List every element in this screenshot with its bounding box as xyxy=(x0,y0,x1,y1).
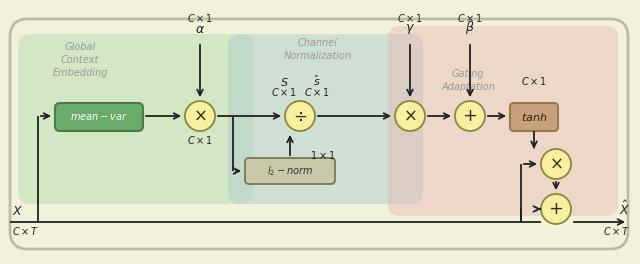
Text: $mean-var$: $mean-var$ xyxy=(70,111,128,122)
Text: $\hat{X}$: $\hat{X}$ xyxy=(619,200,630,218)
Text: Global
Context
Embedding: Global Context Embedding xyxy=(52,42,108,78)
Text: $C\times 1$: $C\times 1$ xyxy=(271,86,297,98)
Text: $+$: $+$ xyxy=(548,200,564,218)
Text: $\times$: $\times$ xyxy=(549,155,563,173)
Text: $C\times 1$: $C\times 1$ xyxy=(187,134,213,146)
FancyBboxPatch shape xyxy=(245,158,335,184)
Text: $S$: $S$ xyxy=(280,76,289,88)
FancyBboxPatch shape xyxy=(18,34,253,204)
Text: $+$: $+$ xyxy=(463,107,477,125)
FancyBboxPatch shape xyxy=(388,26,618,216)
Circle shape xyxy=(455,101,485,131)
Text: $1\times 1$: $1\times 1$ xyxy=(310,149,335,161)
Circle shape xyxy=(541,194,571,224)
FancyBboxPatch shape xyxy=(510,103,558,131)
Text: $\alpha$: $\alpha$ xyxy=(195,23,205,36)
Text: $C\times 1$: $C\times 1$ xyxy=(457,12,483,24)
Text: $X$: $X$ xyxy=(12,205,23,218)
Circle shape xyxy=(541,149,571,179)
Text: $C\times 1$: $C\times 1$ xyxy=(187,12,213,24)
Text: $C\times 1$: $C\times 1$ xyxy=(397,12,423,24)
Text: $\div$: $\div$ xyxy=(293,107,307,125)
Text: $\times$: $\times$ xyxy=(193,107,207,125)
Text: $\hat{s}$: $\hat{s}$ xyxy=(313,74,321,88)
FancyBboxPatch shape xyxy=(10,19,628,249)
Text: $C\times T$: $C\times T$ xyxy=(603,225,630,237)
Circle shape xyxy=(285,101,315,131)
Text: $C\times 1$: $C\times 1$ xyxy=(521,75,547,87)
Text: $tanh$: $tanh$ xyxy=(521,111,547,123)
Text: $\times$: $\times$ xyxy=(403,107,417,125)
Text: $C\times 1$: $C\times 1$ xyxy=(304,86,330,98)
Text: $C\times T$: $C\times T$ xyxy=(12,225,40,237)
Circle shape xyxy=(395,101,425,131)
FancyBboxPatch shape xyxy=(228,34,423,204)
Circle shape xyxy=(185,101,215,131)
Text: Gating
Adaptation: Gating Adaptation xyxy=(441,69,495,92)
Text: $l_2-norm$: $l_2-norm$ xyxy=(267,164,313,178)
Text: $\beta$: $\beta$ xyxy=(465,19,475,36)
Text: $\gamma$: $\gamma$ xyxy=(405,22,415,36)
Text: Channel
Normalization: Channel Normalization xyxy=(284,38,352,61)
FancyBboxPatch shape xyxy=(55,103,143,131)
